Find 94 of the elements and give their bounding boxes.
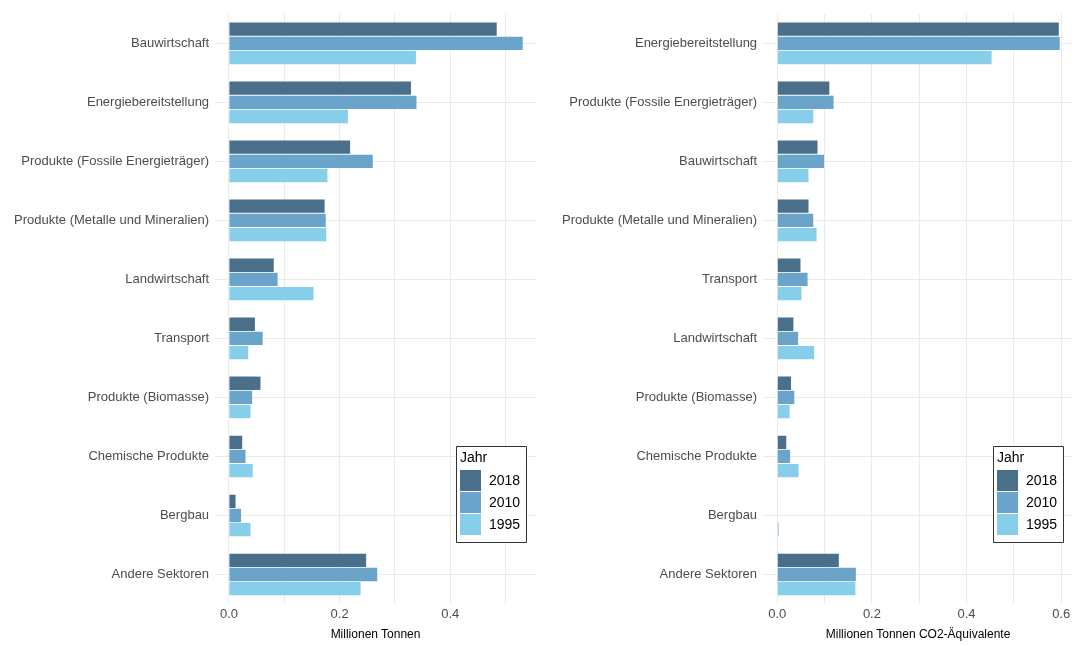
x-tick-label: 0.2 bbox=[862, 606, 881, 622]
bar bbox=[229, 258, 274, 272]
bar bbox=[229, 227, 327, 242]
bar bbox=[777, 227, 817, 242]
x-tick-label: 0.2 bbox=[330, 606, 349, 622]
y-tick-label: Andere Sektoren bbox=[659, 566, 758, 582]
bar bbox=[229, 140, 351, 154]
legend-label: 2018 bbox=[489, 471, 521, 488]
legend-title: Jahr bbox=[460, 448, 488, 465]
y-tick-label: Andere Sektoren bbox=[111, 566, 210, 582]
bar bbox=[229, 582, 361, 596]
x-axis-title: Millionen Tonnen bbox=[330, 627, 421, 642]
y-tick-label: Transport bbox=[153, 329, 210, 345]
bar bbox=[777, 95, 834, 109]
bar bbox=[777, 109, 814, 124]
bar bbox=[229, 286, 314, 301]
bar bbox=[777, 199, 809, 213]
legend-label: 2010 bbox=[1026, 493, 1058, 510]
y-tick-label: Transport bbox=[701, 270, 758, 286]
bar bbox=[229, 331, 263, 346]
y-tick-label: Chemische Produkte bbox=[88, 448, 210, 464]
bar bbox=[777, 463, 799, 478]
bar bbox=[229, 168, 328, 183]
bar bbox=[229, 404, 251, 419]
y-tick-label: Produkte (Metalle und Mineralien) bbox=[13, 211, 210, 227]
bar bbox=[229, 50, 416, 65]
bar bbox=[777, 81, 830, 95]
bar bbox=[229, 36, 523, 50]
y-tick-label: Produkte (Biomasse) bbox=[87, 389, 210, 405]
y-tick-label: Produkte (Biomasse) bbox=[635, 389, 758, 405]
bar bbox=[229, 463, 253, 478]
legend-label: 2010 bbox=[489, 493, 521, 510]
legend-label: 1995 bbox=[1026, 515, 1058, 532]
bar bbox=[229, 390, 253, 405]
bar bbox=[229, 154, 373, 169]
y-tick-label: Produkte (Fossile Energieträger) bbox=[569, 93, 758, 109]
y-tick-label: Energiebereitstellung bbox=[86, 93, 210, 109]
x-tick-label: 0.0 bbox=[768, 606, 787, 622]
bar bbox=[777, 168, 809, 183]
y-tick-label: Bergbau bbox=[707, 507, 758, 523]
bar bbox=[229, 213, 326, 228]
bar bbox=[229, 95, 417, 109]
x-tick-label: 0.6 bbox=[1052, 606, 1071, 622]
bar bbox=[229, 494, 236, 508]
bar bbox=[777, 140, 818, 154]
bar bbox=[777, 22, 1059, 36]
x-tick-label: 0.4 bbox=[957, 606, 976, 622]
legend-label: 2018 bbox=[1026, 471, 1058, 488]
bar bbox=[229, 435, 243, 449]
bar bbox=[229, 553, 367, 567]
bar bbox=[229, 199, 325, 213]
bar bbox=[777, 449, 791, 464]
y-tick-label: Produkte (Fossile Energieträger) bbox=[21, 152, 210, 168]
bar bbox=[777, 404, 790, 419]
bar bbox=[777, 36, 1060, 50]
bar bbox=[777, 317, 794, 331]
bar bbox=[777, 435, 787, 449]
bar bbox=[229, 508, 242, 523]
bar bbox=[777, 286, 802, 301]
y-tick-label: Produkte (Metalle und Mineralien) bbox=[561, 211, 758, 227]
bar bbox=[777, 272, 808, 287]
bar bbox=[777, 345, 815, 360]
legend-label: 1995 bbox=[489, 515, 521, 532]
bar bbox=[229, 449, 246, 464]
bar bbox=[777, 582, 856, 596]
y-tick-label: Landwirtschaft bbox=[125, 270, 210, 286]
bar bbox=[777, 258, 801, 272]
y-tick-label: Landwirtschaft bbox=[673, 329, 758, 345]
x-tick-label: 0.4 bbox=[441, 606, 460, 622]
bar bbox=[777, 331, 799, 346]
bar bbox=[777, 154, 825, 169]
bar bbox=[229, 22, 497, 36]
legend-title: Jahr bbox=[997, 448, 1025, 465]
bar bbox=[229, 81, 411, 95]
y-tick-label: Bauwirtschaft bbox=[679, 152, 758, 168]
bar bbox=[777, 390, 795, 405]
bar bbox=[777, 553, 839, 567]
y-tick-label: Bauwirtschaft bbox=[131, 34, 210, 50]
bar bbox=[777, 50, 992, 65]
bar bbox=[229, 109, 348, 124]
bar bbox=[229, 272, 278, 287]
bar bbox=[777, 213, 814, 228]
bar bbox=[229, 317, 255, 331]
bar bbox=[229, 522, 251, 537]
bar bbox=[777, 567, 856, 582]
y-tick-label: Chemische Produkte bbox=[636, 448, 758, 464]
bar bbox=[229, 567, 378, 582]
x-tick-label: 0.0 bbox=[219, 606, 238, 622]
bar bbox=[777, 376, 792, 390]
bar bbox=[229, 345, 249, 360]
y-tick-label: Bergbau bbox=[159, 507, 210, 523]
y-tick-label: Energiebereitstellung bbox=[634, 34, 758, 50]
x-axis-title: Millionen Tonnen CO2-Äquivalente bbox=[825, 627, 1011, 642]
bar bbox=[229, 376, 261, 390]
